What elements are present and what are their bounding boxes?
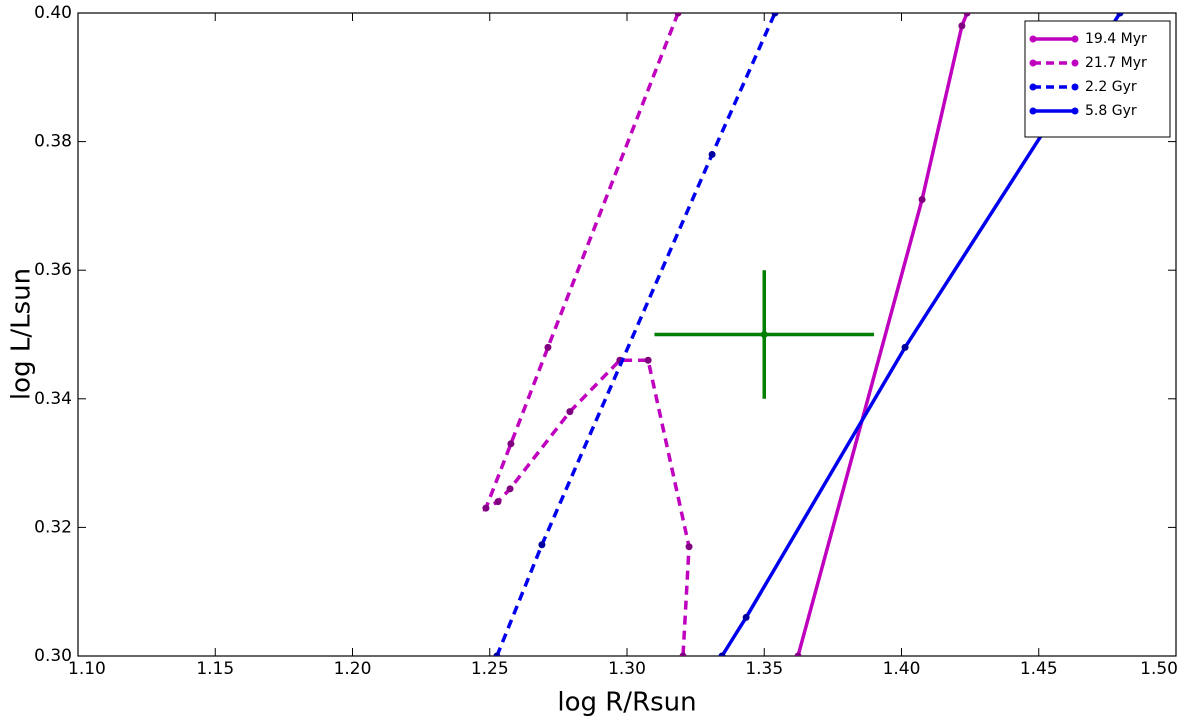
series-line <box>796 13 969 656</box>
legend-marker <box>1029 59 1037 67</box>
legend-marker <box>1029 35 1037 43</box>
data-point <box>493 652 501 656</box>
data-point <box>718 652 726 656</box>
legend-marker <box>1071 35 1079 43</box>
x-tick-label: 1.30 <box>608 659 646 679</box>
x-tick-label: 1.40 <box>883 659 921 679</box>
x-axis-label: log R/Rsun <box>557 688 696 718</box>
x-tick-label: 1.20 <box>334 659 372 679</box>
x-tick-label: 1.50 <box>1140 659 1178 679</box>
y-tick-label: 0.40 <box>34 3 72 23</box>
data-point <box>742 613 750 621</box>
legend-label: 5.8 Gyr <box>1085 103 1137 119</box>
data-point <box>566 408 574 416</box>
legend-label: 19.4 Myr <box>1085 31 1147 47</box>
y-tick-label: 0.36 <box>34 260 72 280</box>
series-line <box>720 13 1122 656</box>
y-tick-label: 0.32 <box>34 517 72 537</box>
legend-marker <box>1071 107 1079 115</box>
data-point <box>685 543 693 551</box>
x-tick-label: 1.45 <box>1020 659 1058 679</box>
x-tick-label: 1.25 <box>471 659 509 679</box>
data-point <box>544 343 552 351</box>
legend-label: 21.7 Myr <box>1085 55 1147 71</box>
data-point <box>538 541 546 549</box>
data-point <box>1116 13 1124 17</box>
y-axis-label: log L/Lsun <box>7 268 37 400</box>
legend-label: 2.2 Gyr <box>1085 79 1137 95</box>
data-point <box>708 150 716 158</box>
x-tick-label: 1.15 <box>196 659 234 679</box>
x-tick-label: 1.10 <box>68 659 106 679</box>
x-tick-label: 1.35 <box>745 659 783 679</box>
series-line <box>495 13 777 656</box>
y-tick-label: 0.30 <box>34 646 72 666</box>
data-point <box>794 652 802 656</box>
data-point <box>958 22 966 30</box>
data-point <box>507 440 515 448</box>
legend-marker <box>1071 83 1079 91</box>
legend-marker <box>1029 83 1037 91</box>
data-point <box>494 498 502 506</box>
data-point <box>506 485 514 493</box>
data-point <box>679 652 687 656</box>
data-point <box>644 356 652 364</box>
data-point <box>901 343 909 351</box>
data-point <box>918 195 926 203</box>
y-tick-label: 0.34 <box>34 389 72 409</box>
data-point <box>963 13 971 17</box>
plot-frame <box>77 12 1177 657</box>
data-point <box>482 504 490 512</box>
legend-marker <box>1071 59 1079 67</box>
data-point <box>771 13 779 17</box>
legend-marker <box>1029 107 1037 115</box>
data-point <box>674 13 682 17</box>
plot-area <box>482 13 1124 656</box>
data-point <box>760 331 768 338</box>
y-tick-label: 0.38 <box>34 132 72 152</box>
